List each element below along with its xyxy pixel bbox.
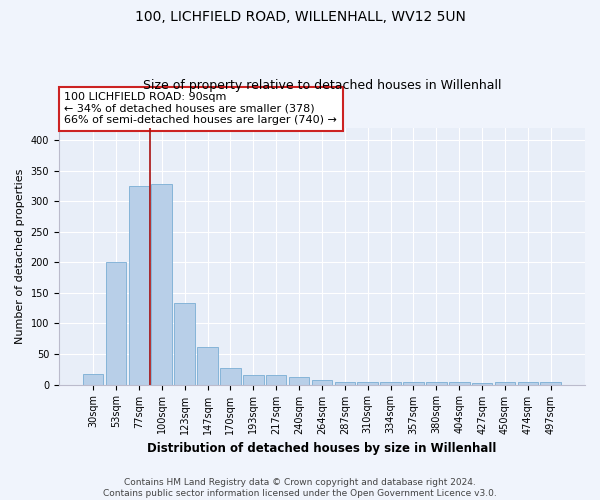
Bar xyxy=(380,382,401,384)
Bar xyxy=(311,380,332,384)
Bar xyxy=(175,304,195,384)
Bar xyxy=(289,376,310,384)
Bar xyxy=(106,262,126,384)
Bar xyxy=(472,382,493,384)
Bar xyxy=(541,382,561,384)
Bar xyxy=(151,184,172,384)
Bar xyxy=(83,374,103,384)
Bar xyxy=(495,382,515,384)
Bar xyxy=(128,186,149,384)
Bar xyxy=(449,382,470,384)
Bar xyxy=(243,375,263,384)
Title: Size of property relative to detached houses in Willenhall: Size of property relative to detached ho… xyxy=(143,79,501,92)
Bar xyxy=(266,376,286,384)
Bar xyxy=(220,368,241,384)
Bar xyxy=(426,382,446,384)
Text: 100, LICHFIELD ROAD, WILLENHALL, WV12 5UN: 100, LICHFIELD ROAD, WILLENHALL, WV12 5U… xyxy=(134,10,466,24)
Bar xyxy=(403,382,424,384)
Bar xyxy=(518,382,538,384)
Text: 100 LICHFIELD ROAD: 90sqm
← 34% of detached houses are smaller (378)
66% of semi: 100 LICHFIELD ROAD: 90sqm ← 34% of detac… xyxy=(64,92,337,126)
Bar xyxy=(358,382,378,384)
Bar xyxy=(197,346,218,385)
X-axis label: Distribution of detached houses by size in Willenhall: Distribution of detached houses by size … xyxy=(147,442,497,455)
Bar xyxy=(335,382,355,384)
Y-axis label: Number of detached properties: Number of detached properties xyxy=(15,168,25,344)
Text: Contains HM Land Registry data © Crown copyright and database right 2024.
Contai: Contains HM Land Registry data © Crown c… xyxy=(103,478,497,498)
